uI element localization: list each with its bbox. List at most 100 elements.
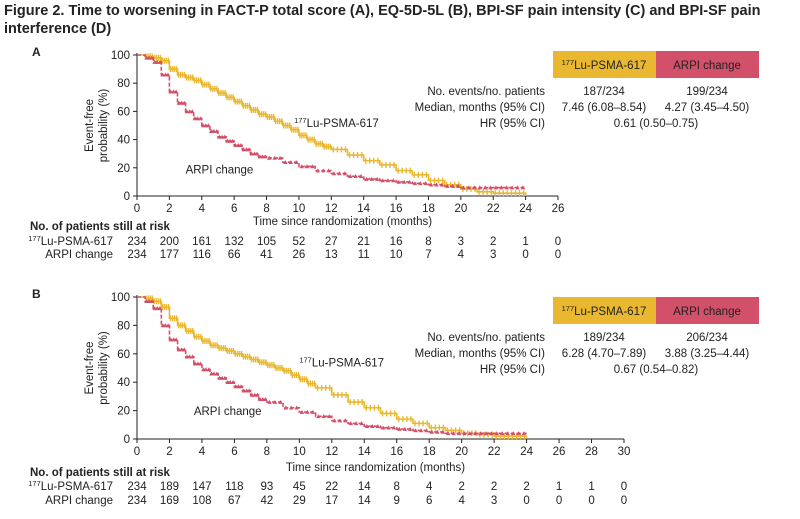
censor-mark-arpi — [466, 185, 472, 190]
y-tick-label: 0 — [124, 434, 130, 446]
censor-mark-arpi — [461, 185, 466, 190]
censor-mark-arpi — [316, 414, 321, 419]
censor-mark-arpi — [515, 185, 520, 190]
censor-mark-arpi — [445, 431, 451, 436]
censor-mark-arpi — [455, 183, 461, 188]
risk-value-lu: 200 — [160, 236, 179, 248]
risk-value-arpi: 3 — [490, 249, 496, 261]
censor-mark-arpi — [157, 59, 163, 64]
x-tick-label: 8 — [264, 446, 270, 458]
censor-mark-arpi — [359, 421, 364, 426]
censor-mark-arpi — [247, 388, 252, 393]
risk-value-arpi: 4 — [458, 495, 465, 507]
censor-mark-arpi — [347, 174, 353, 179]
censor-mark-arpi — [222, 134, 227, 139]
censor-mark-arpi — [288, 159, 294, 164]
censor-mark-arpi — [238, 143, 244, 148]
x-tick-label: 14 — [358, 446, 371, 458]
censor-mark-arpi — [369, 176, 374, 181]
risk-value-lu: 4 — [426, 481, 433, 493]
censor-mark-arpi — [478, 431, 483, 436]
risk-value-lu: 234 — [127, 481, 147, 493]
risk-value-lu: 3 — [458, 236, 464, 248]
y-tick-label: 20 — [117, 163, 130, 175]
censor-mark-arpi — [408, 426, 413, 431]
censor-mark-arpi — [206, 123, 211, 128]
censor-mark-arpi — [358, 174, 364, 179]
series-line-lu — [137, 296, 528, 438]
censor-mark-arpi — [483, 431, 489, 436]
x-tick-label: 22 — [487, 203, 500, 215]
censor-mark-arpi — [456, 431, 462, 436]
x-tick-label: 2 — [166, 203, 172, 215]
censor-mark-arpi — [364, 424, 370, 429]
risk-label-arpi: ARPI change — [45, 495, 113, 507]
risk-value-arpi: 42 — [260, 495, 273, 507]
risk-value-lu: 1 — [522, 236, 528, 248]
censor-mark-arpi — [516, 431, 521, 436]
x-tick-label: 18 — [423, 446, 436, 458]
x-tick-label: 22 — [488, 446, 501, 458]
y-tick-label: 100 — [111, 50, 130, 62]
x-tick-label: 10 — [293, 446, 306, 458]
censor-mark-arpi — [305, 409, 310, 414]
censor-mark-arpi — [174, 337, 179, 342]
censor-mark-arpi — [386, 425, 391, 430]
x-tick-label: 6 — [231, 203, 237, 215]
legend-row-label: Median, months (95% CI) — [415, 102, 546, 114]
legend-row-lu: 6.28 (4.70–7.89) — [562, 348, 647, 360]
risk-value-arpi: 234 — [127, 495, 147, 507]
risk-value-arpi: 9 — [394, 495, 400, 507]
censor-mark-arpi — [310, 164, 315, 169]
x-tick-label: 28 — [585, 446, 598, 458]
legend-row-label: HR (95% CI) — [480, 118, 545, 130]
y-axis-label: Event-free probability (%) — [84, 331, 110, 405]
censor-mark-arpi — [342, 171, 348, 176]
censor-mark-arpi — [157, 306, 163, 311]
risk-value-lu: 132 — [225, 236, 244, 248]
censor-mark-arpi — [190, 354, 195, 359]
censor-mark-arpi — [348, 421, 353, 426]
censor-mark-arpi — [182, 100, 187, 105]
risk-value-arpi: 29 — [293, 495, 306, 507]
annotation-arpi: ARPI change — [186, 164, 254, 176]
censor-mark-arpi — [494, 431, 500, 436]
y-tick-label: 0 — [124, 191, 130, 203]
panel-letter: B — [32, 287, 41, 301]
x-tick-label: 6 — [231, 446, 237, 458]
censor-mark-arpi — [375, 424, 380, 429]
censor-mark-arpi — [289, 405, 294, 410]
risk-value-arpi: 17 — [325, 495, 338, 507]
risk-value-arpi: 41 — [260, 249, 273, 261]
censor-mark-arpi — [397, 426, 402, 431]
legend-row-lu: 189/234 — [583, 332, 625, 344]
x-tick-label: 16 — [390, 203, 403, 215]
censor-mark-arpi — [182, 347, 187, 352]
censor-mark-arpi — [509, 185, 515, 190]
censor-mark-arpi — [267, 399, 272, 404]
censor-mark-arpi — [238, 384, 244, 389]
risk-value-arpi: 4 — [458, 249, 465, 261]
risk-table-title: No. of patients still at risk — [30, 221, 171, 233]
risk-value-lu: 52 — [293, 236, 306, 248]
censor-mark-arpi — [149, 299, 155, 304]
censor-mark-arpi — [391, 425, 397, 430]
risk-value-lu: 118 — [225, 481, 243, 493]
risk-table-title: No. of patients still at risk — [30, 467, 171, 479]
risk-value-arpi: 14 — [358, 495, 371, 507]
censor-mark-arpi — [407, 179, 412, 184]
legend-header-lu: 177Lu-PSMA-617 — [562, 58, 647, 72]
legend-header-arpi: ARPI change — [673, 60, 741, 72]
x-tick-label: 20 — [455, 446, 468, 458]
censor-mark-arpi — [488, 185, 493, 190]
censor-mark-arpi — [255, 392, 260, 397]
censor-mark-arpi — [263, 397, 268, 402]
legend-header-lu-bg — [553, 297, 656, 324]
x-tick-label: 12 — [325, 203, 338, 215]
censor-mark-arpi — [173, 89, 179, 94]
risk-value-lu: 45 — [293, 481, 306, 493]
legend-header-arpi: ARPI change — [673, 306, 741, 318]
risk-value-lu: 105 — [257, 236, 276, 248]
